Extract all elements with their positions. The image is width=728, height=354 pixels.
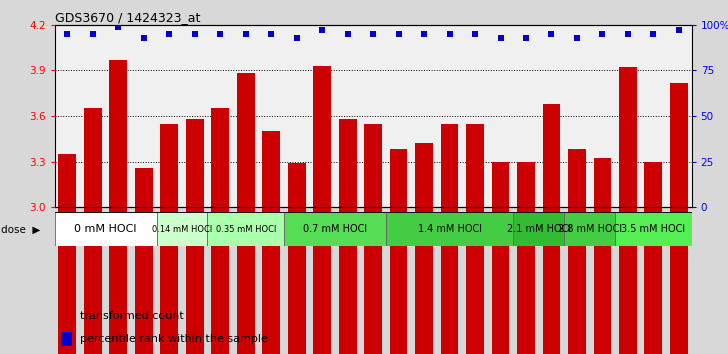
- Point: [393, 31, 405, 37]
- Point: [673, 27, 685, 33]
- Bar: [491, 161, 510, 354]
- Point: [546, 31, 558, 37]
- Point: [291, 35, 303, 40]
- Point: [444, 31, 456, 37]
- Bar: [58, 154, 76, 354]
- Bar: [619, 67, 637, 354]
- Bar: [466, 124, 484, 354]
- Point: [62, 31, 73, 37]
- Bar: [262, 131, 280, 354]
- Text: 0.14 mM HOCl: 0.14 mM HOCl: [152, 225, 212, 234]
- Bar: [415, 143, 433, 354]
- Point: [138, 35, 150, 40]
- Text: GDS3670 / 1424323_at: GDS3670 / 1424323_at: [55, 11, 200, 24]
- Text: 1.4 mM HOCl: 1.4 mM HOCl: [418, 224, 481, 234]
- Bar: [364, 124, 382, 354]
- Point: [419, 31, 430, 37]
- Bar: [109, 60, 127, 354]
- Point: [495, 35, 507, 40]
- Bar: [313, 66, 331, 354]
- Text: 2.1 mM HOCl: 2.1 mM HOCl: [507, 224, 571, 234]
- Text: transformed count: transformed count: [80, 311, 184, 321]
- Text: 0 mM HOCl: 0 mM HOCl: [74, 224, 137, 234]
- Bar: [568, 149, 586, 354]
- Bar: [593, 159, 612, 354]
- Bar: [517, 161, 535, 354]
- Text: 3.5 mM HOCl: 3.5 mM HOCl: [621, 224, 686, 234]
- Bar: [615, 212, 692, 246]
- Bar: [386, 212, 513, 246]
- Bar: [670, 82, 688, 354]
- Point: [622, 31, 634, 37]
- Bar: [237, 73, 255, 354]
- Point: [648, 31, 660, 37]
- Point: [266, 31, 277, 37]
- Text: percentile rank within the sample: percentile rank within the sample: [80, 334, 268, 344]
- Bar: [440, 124, 459, 354]
- Point: [189, 31, 201, 37]
- Bar: [61, 332, 72, 346]
- Bar: [135, 167, 153, 354]
- Point: [87, 31, 99, 37]
- Point: [164, 31, 175, 37]
- Bar: [55, 212, 157, 246]
- Bar: [160, 124, 178, 354]
- Bar: [284, 212, 386, 246]
- Text: 0.7 mM HOCl: 0.7 mM HOCl: [303, 224, 367, 234]
- Bar: [389, 149, 408, 354]
- Bar: [207, 212, 284, 246]
- Point: [470, 31, 481, 37]
- Point: [342, 31, 354, 37]
- Bar: [513, 212, 564, 246]
- Point: [113, 24, 124, 29]
- Point: [317, 27, 328, 33]
- Bar: [288, 163, 306, 354]
- Bar: [157, 212, 207, 246]
- Point: [240, 31, 252, 37]
- Bar: [644, 161, 662, 354]
- Text: dose  ▶: dose ▶: [1, 224, 41, 234]
- Bar: [542, 104, 561, 354]
- Point: [368, 31, 379, 37]
- Bar: [211, 108, 229, 354]
- Bar: [61, 309, 72, 323]
- Text: 2.8 mM HOCl: 2.8 mM HOCl: [558, 224, 622, 234]
- Text: 0.35 mM HOCl: 0.35 mM HOCl: [215, 225, 276, 234]
- Point: [571, 35, 583, 40]
- Bar: [84, 108, 102, 354]
- Point: [597, 31, 609, 37]
- Bar: [186, 119, 204, 354]
- Bar: [564, 212, 615, 246]
- Point: [521, 35, 532, 40]
- Point: [215, 31, 226, 37]
- Bar: [339, 119, 357, 354]
